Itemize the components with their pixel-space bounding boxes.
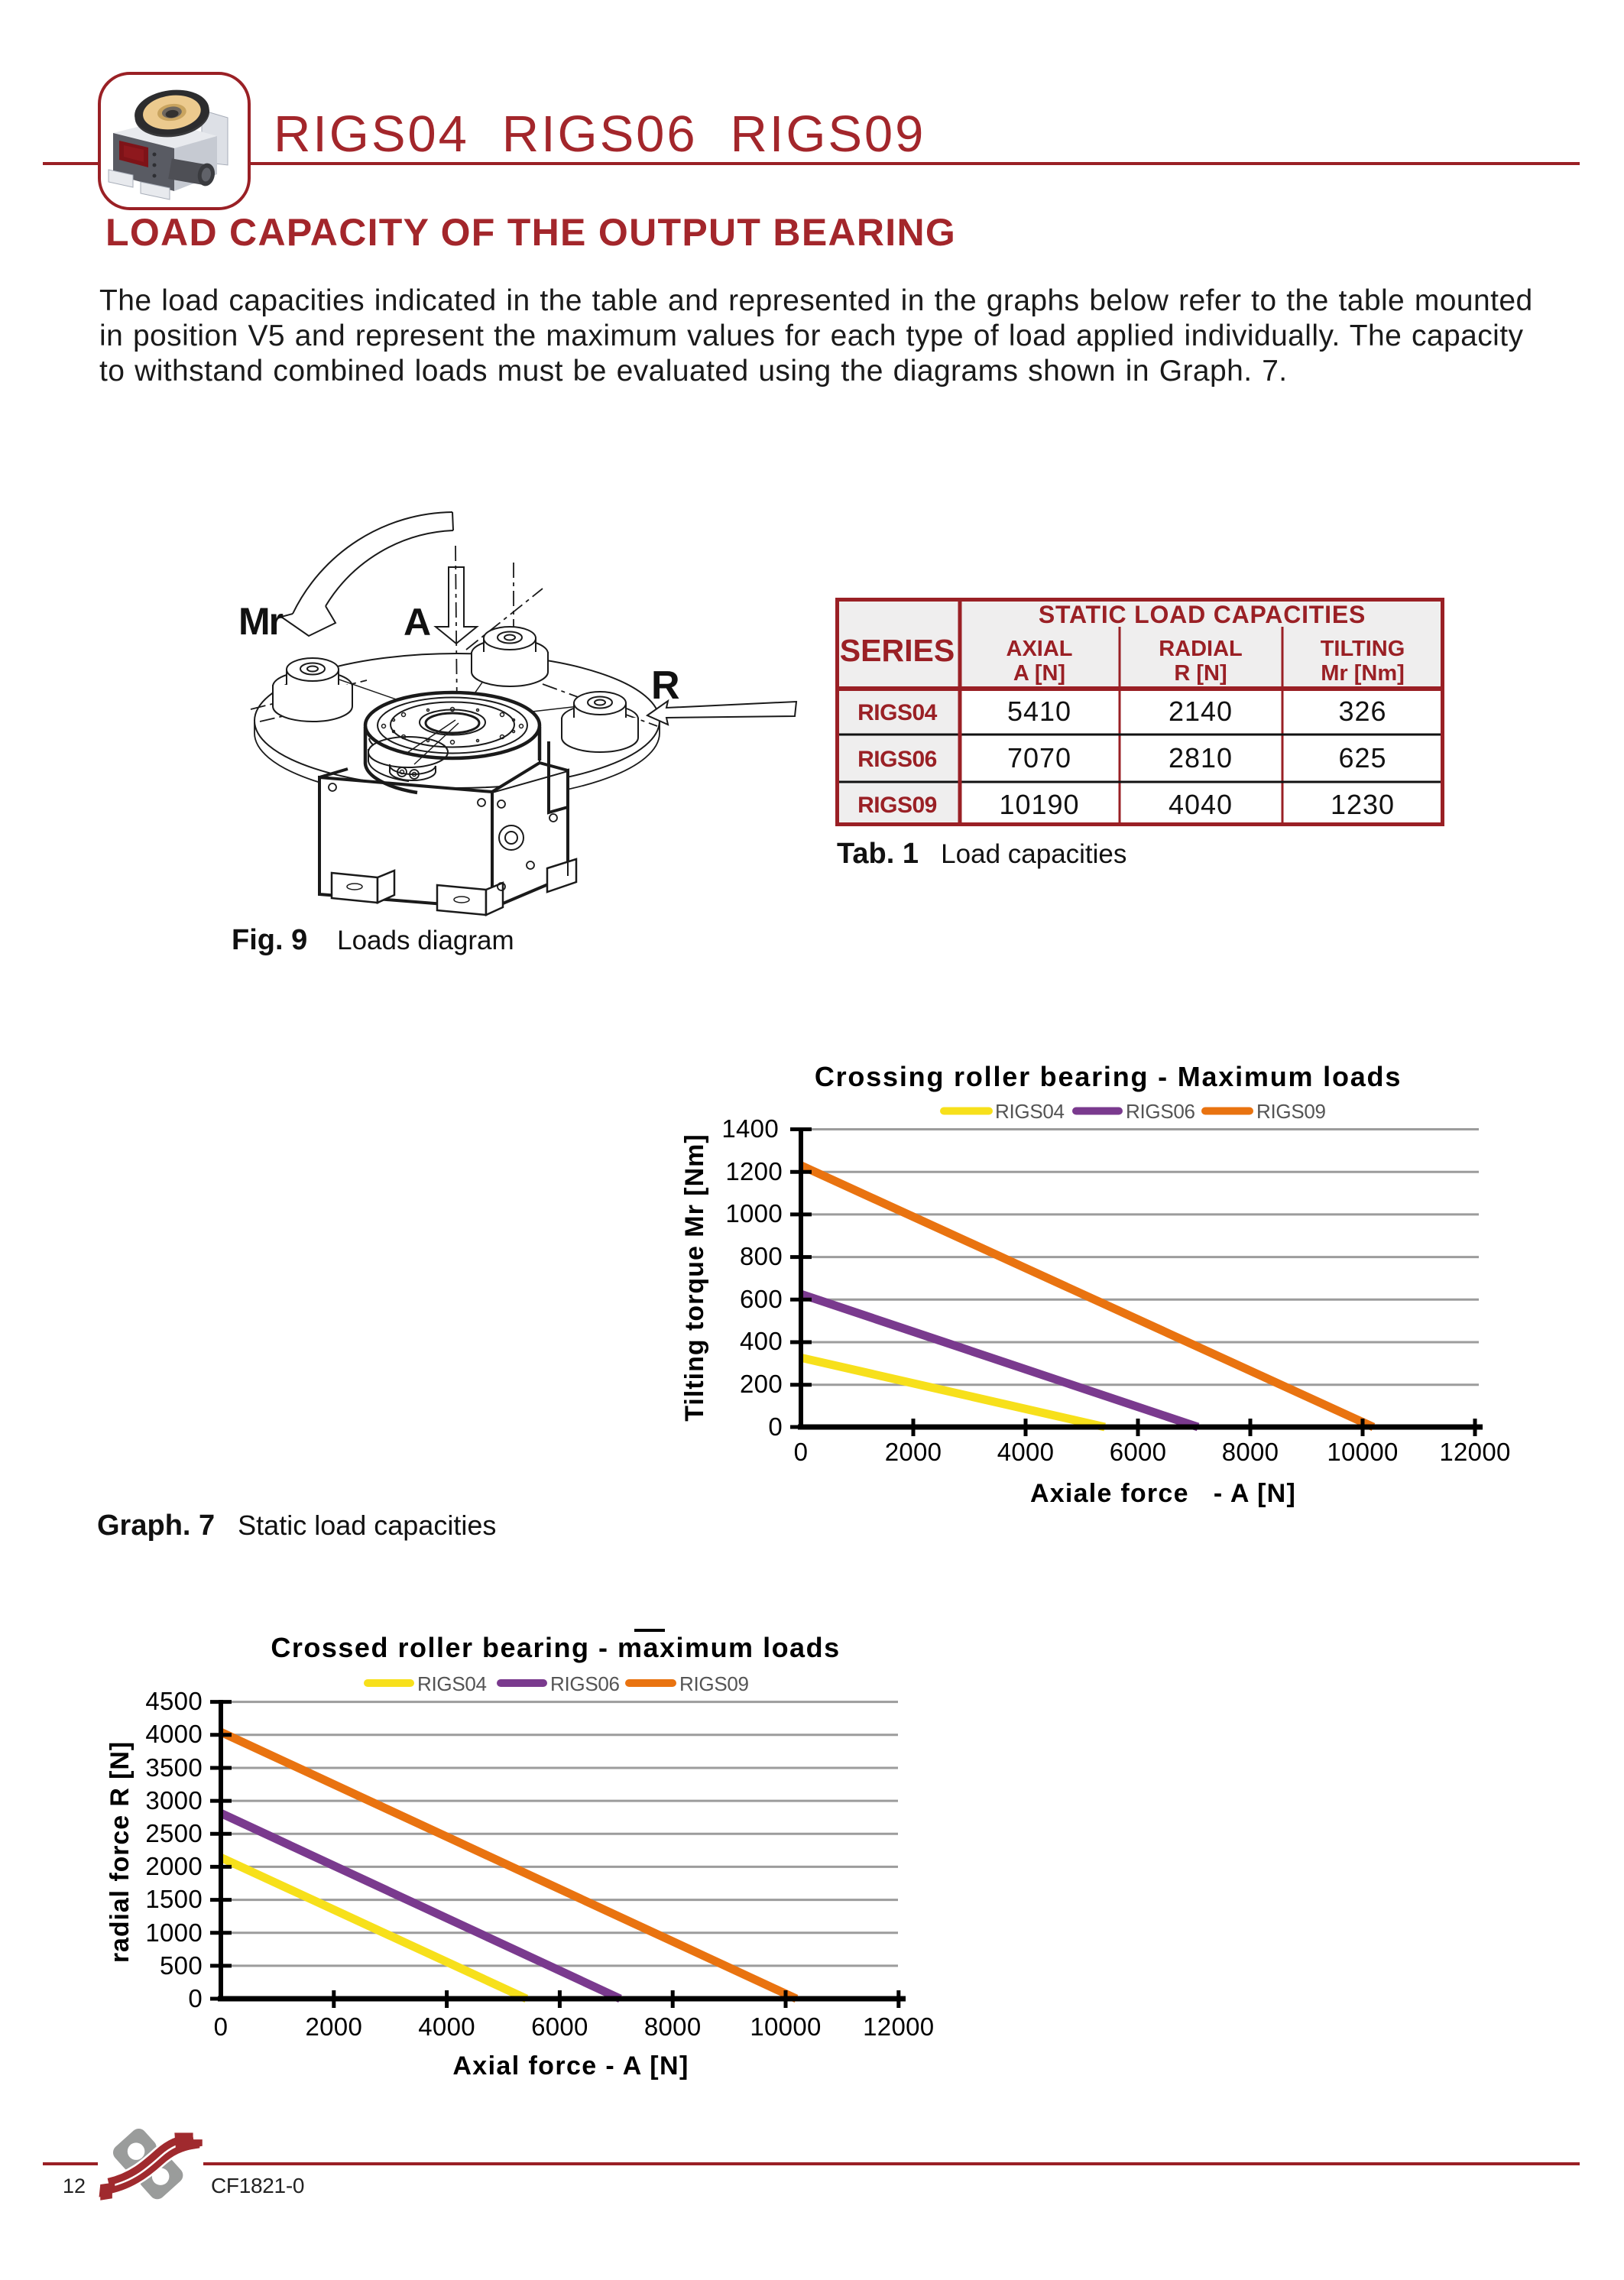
svg-text:STATIC LOAD CAPACITIES: STATIC LOAD CAPACITIES	[1039, 601, 1366, 628]
svg-text:2500: 2500	[145, 1819, 203, 1847]
svg-text:12000: 12000	[863, 2012, 934, 2041]
svg-text:2810: 2810	[1169, 742, 1233, 774]
svg-text:625: 625	[1338, 742, 1386, 774]
svg-text:RIGS06: RIGS06	[550, 1672, 620, 1695]
svg-text:800: 800	[740, 1242, 783, 1270]
svg-text:7070: 7070	[1007, 742, 1071, 774]
svg-text:0: 0	[188, 1984, 203, 2012]
svg-text:6000: 6000	[531, 2012, 588, 2041]
svg-text:1200: 1200	[725, 1157, 783, 1185]
svg-text:Crossed roller bearing - maxim: Crossed roller bearing - maximum loads	[271, 1632, 840, 1663]
svg-text:Axial force - A [N]: Axial force - A [N]	[452, 2051, 689, 2081]
svg-text:RIGS06: RIGS06	[857, 747, 937, 772]
svg-text:3000: 3000	[145, 1786, 203, 1815]
svg-text:10000: 10000	[1327, 1438, 1398, 1466]
svg-text:8000: 8000	[1222, 1438, 1279, 1466]
svg-text:10190: 10190	[999, 789, 1079, 820]
svg-text:AXIAL: AXIAL	[1006, 637, 1073, 661]
svg-text:326: 326	[1338, 696, 1386, 727]
svg-text:600: 600	[740, 1285, 783, 1313]
svg-text:4000: 4000	[997, 1438, 1055, 1466]
svg-text:Mr: Mr	[238, 600, 284, 643]
svg-text:1230: 1230	[1331, 789, 1395, 820]
svg-text:Crossing roller bearing - Ma: Crossing roller bearing - Maximum loads	[815, 1061, 1402, 1092]
svg-text:RIGS04: RIGS04	[857, 700, 938, 725]
svg-text:200: 200	[740, 1370, 783, 1398]
svg-text:Axiale force - A [N]: Axiale force - A [N]	[1030, 1479, 1296, 1508]
svg-text:1500: 1500	[145, 1885, 203, 1913]
svg-text:Mr [Nm]: Mr [Nm]	[1321, 661, 1405, 686]
svg-text:2000: 2000	[145, 1852, 203, 1880]
svg-text:1000: 1000	[145, 1918, 203, 1947]
svg-text:A: A	[404, 601, 431, 644]
svg-text:RIGS09: RIGS09	[857, 793, 937, 818]
svg-text:Tilting torque Mr [Nm]: Tilting torque Mr [Nm]	[680, 1134, 709, 1421]
svg-text:R: R	[651, 663, 680, 708]
svg-text:1400: 1400	[721, 1114, 779, 1143]
svg-text:RIGS09: RIGS09	[679, 1672, 749, 1695]
svg-text:0: 0	[768, 1412, 783, 1441]
svg-text:RIGS04: RIGS04	[417, 1672, 487, 1695]
svg-text:RIGS06: RIGS06	[1126, 1100, 1195, 1123]
svg-text:4000: 4000	[145, 1720, 203, 1748]
svg-text:4500: 4500	[145, 1687, 203, 1715]
svg-text:A [N]: A [N]	[1013, 661, 1065, 686]
svg-text:2000: 2000	[305, 2012, 362, 2041]
svg-text:SERIES: SERIES	[840, 633, 955, 668]
svg-text:0: 0	[794, 1438, 809, 1466]
svg-text:400: 400	[740, 1327, 783, 1355]
svg-text:TILTING: TILTING	[1321, 637, 1405, 661]
svg-text:5410: 5410	[1007, 696, 1071, 727]
svg-text:500: 500	[160, 1951, 203, 1980]
svg-text:2000: 2000	[885, 1438, 942, 1466]
svg-text:10000: 10000	[750, 2012, 821, 2041]
svg-text:RIGS04: RIGS04	[995, 1100, 1065, 1123]
svg-text:radial force R [N]: radial force R [N]	[105, 1741, 135, 1963]
svg-text:2140: 2140	[1169, 696, 1233, 727]
svg-text:RADIAL: RADIAL	[1159, 637, 1243, 661]
svg-text:6000: 6000	[1110, 1438, 1167, 1466]
svg-text:4040: 4040	[1169, 789, 1233, 820]
svg-text:0: 0	[214, 2012, 229, 2041]
svg-text:1000: 1000	[725, 1199, 783, 1228]
svg-text:RIGS09: RIGS09	[1256, 1100, 1326, 1123]
svg-text:R [N]: R [N]	[1174, 661, 1227, 686]
svg-text:4000: 4000	[418, 2012, 475, 2041]
svg-text:3500: 3500	[145, 1753, 203, 1782]
svg-text:8000: 8000	[644, 2012, 702, 2041]
svg-text:12000: 12000	[1439, 1438, 1510, 1466]
